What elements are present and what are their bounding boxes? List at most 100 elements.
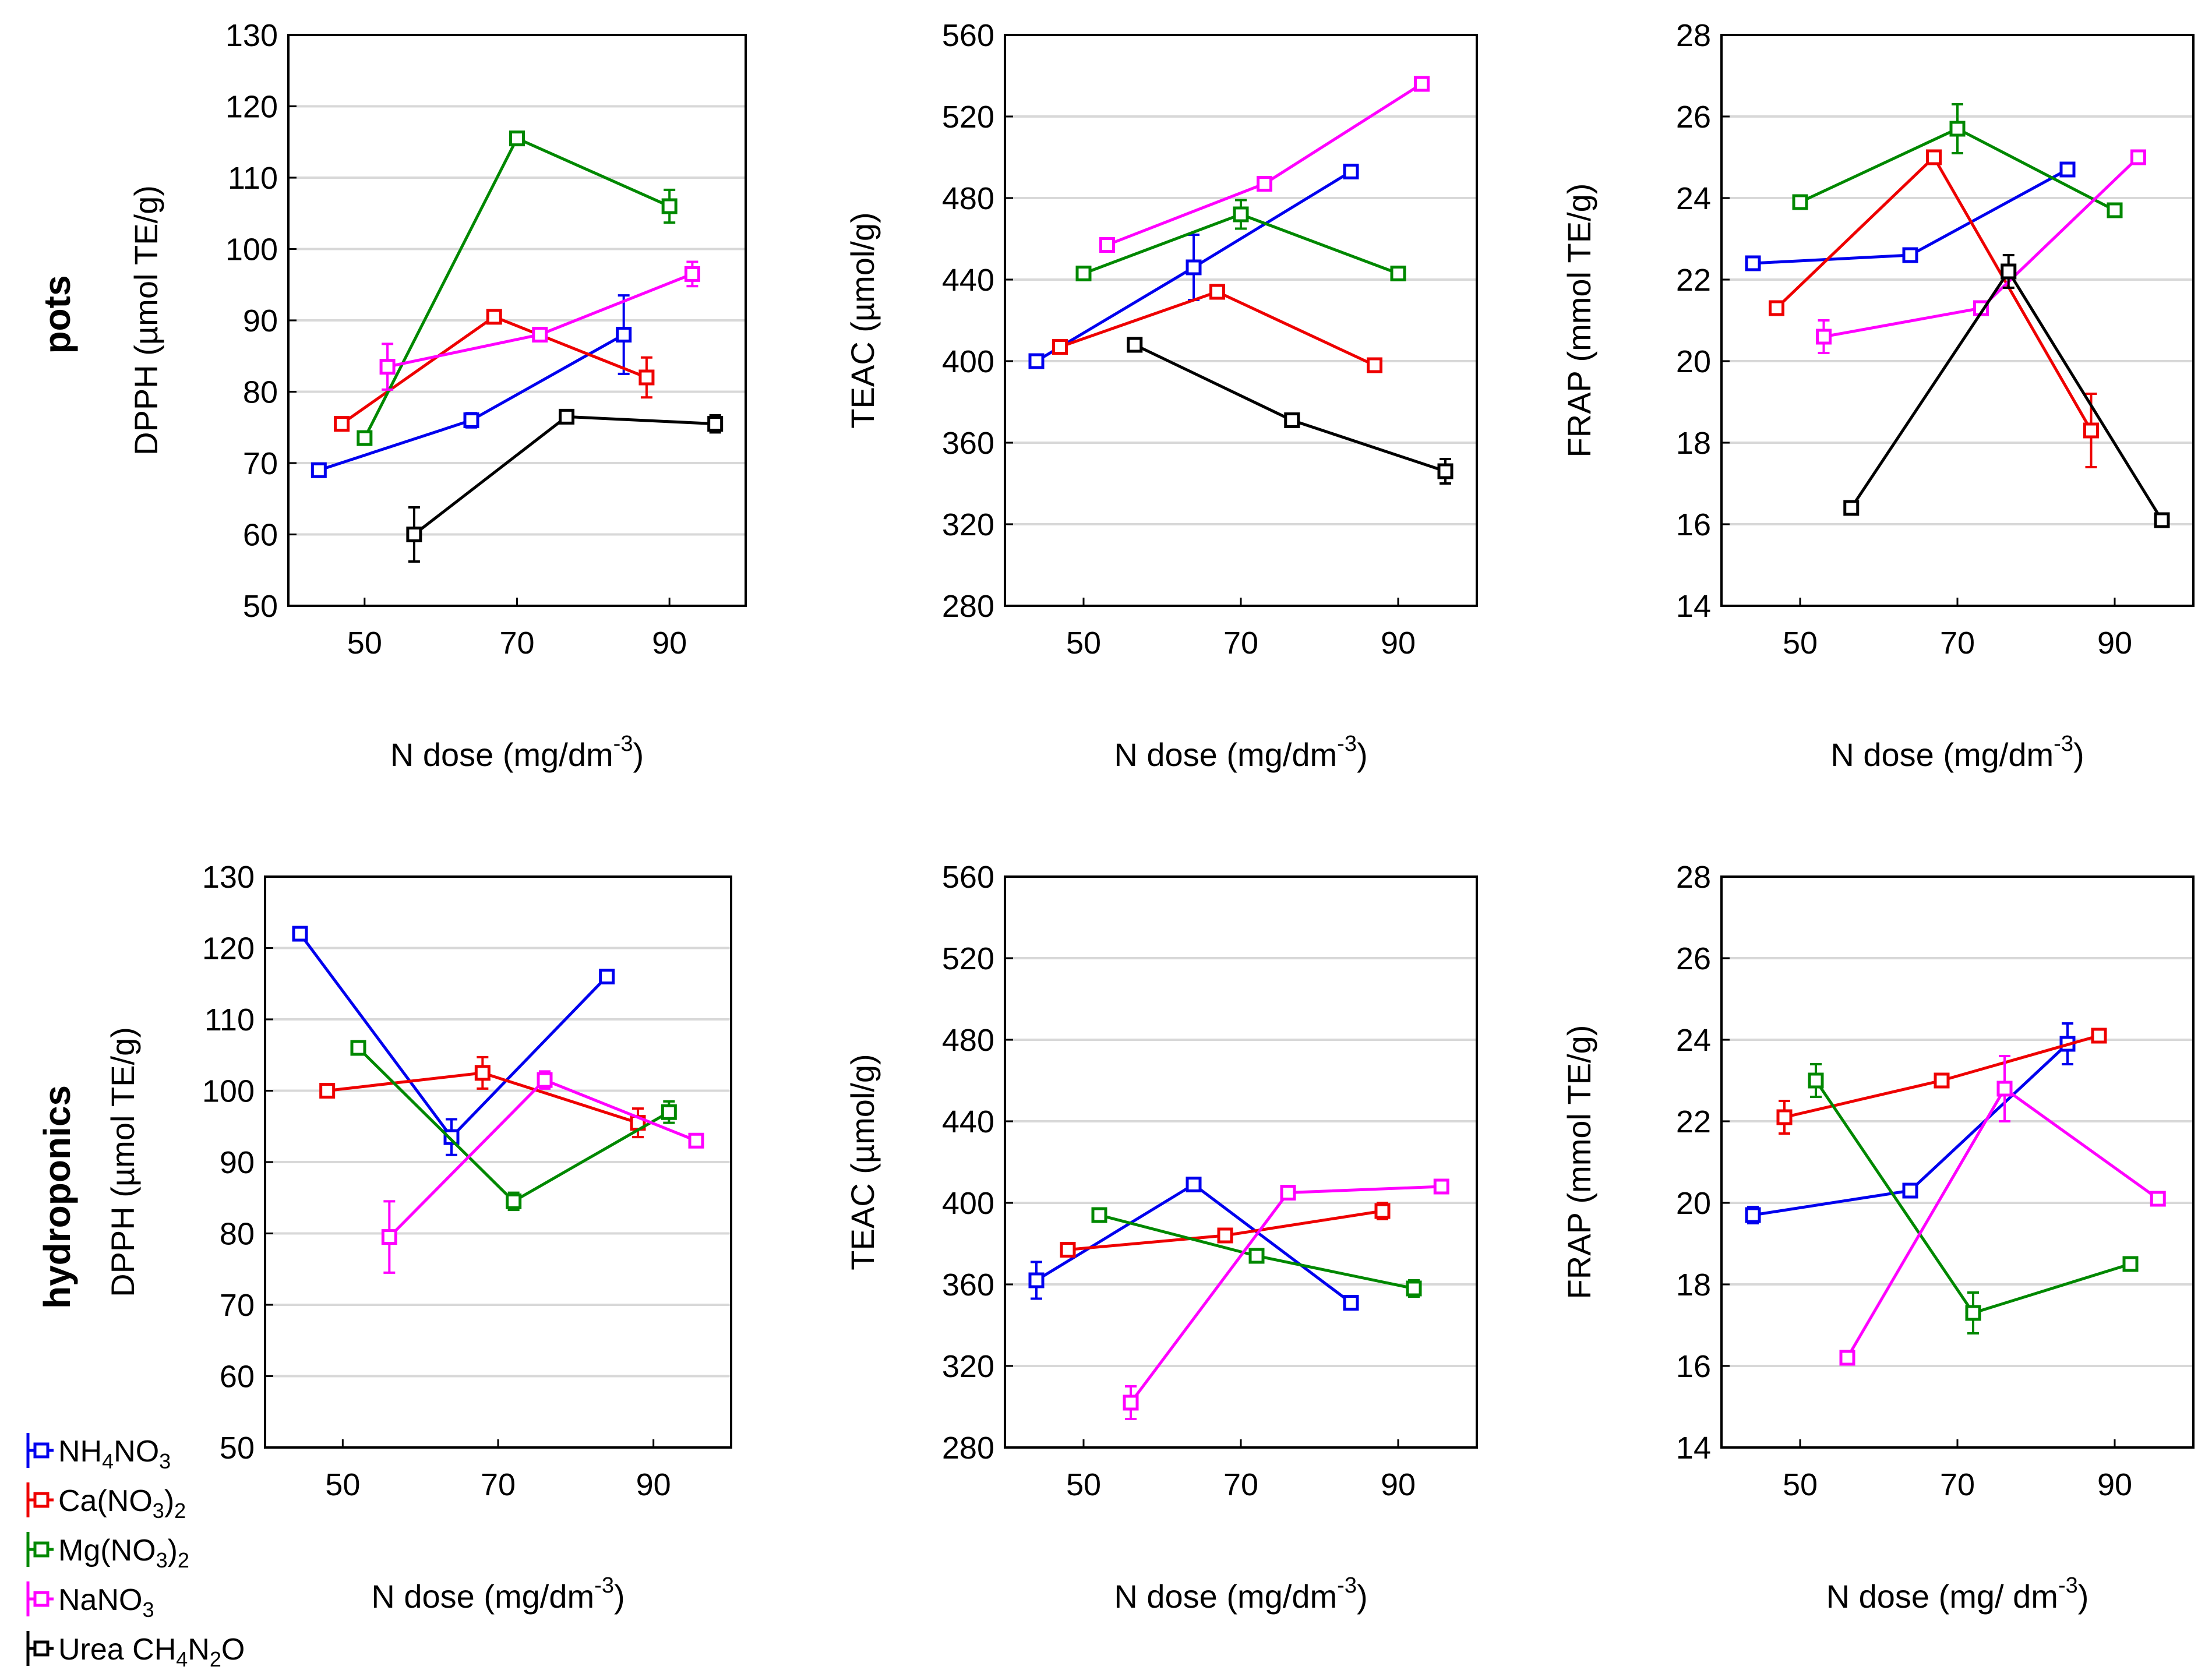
data-point [1075,266,1092,281]
data-point [311,462,327,478]
x-axis-label-superscript: -3 [594,1573,614,1598]
x-axis-label-superscript: -3 [2054,732,2073,756]
data-point [537,1072,553,1088]
y-tick-label: 100 [202,1074,255,1109]
y-tick-label: 60 [220,1360,255,1394]
legend-item-mg-no3-2: Mg(NO3)2 [26,1532,189,1572]
y-tick-label: 28 [1676,18,1711,53]
legend-item-nano3: NaNO3 [26,1581,154,1622]
plot-frame [287,34,747,607]
series-ca-no3-2 [334,309,655,432]
data-point [1123,1394,1139,1411]
series-nh4no3 [311,294,632,478]
series-mg-no3-2 [1075,199,1406,281]
data-point [1186,259,1202,276]
data-point [334,416,350,432]
data-point [1745,255,1761,271]
y-tick-label: 70 [220,1288,255,1323]
y-tick-label: 130 [225,18,278,53]
data-point [506,1193,522,1209]
series-ca-no3-2 [1052,284,1382,373]
x-axis-label-main: N dose (mg/dm [1114,1578,1337,1615]
data-point [443,1129,460,1145]
series-mg-no3-2 [350,1040,677,1212]
data-point [1028,1272,1045,1288]
series-urea-ch4n2o [406,408,724,563]
series-mg-no3-2 [1091,1207,1422,1298]
series-line [1129,1185,1442,1404]
data-point [1839,1350,1855,1366]
y-tick-label: 320 [942,507,994,542]
legend-label-part: 3 [159,1449,171,1473]
y-axis-label: DPPH (µmol TE/g) [104,1027,141,1297]
series-nano3 [1123,1178,1449,1420]
data-point [1769,300,1784,316]
y-tick-label: 480 [942,1023,994,1058]
series-mg-no3-2 [1792,103,2123,218]
panel-2: 14 16 18 20 22 24 26 28 50 70 90 FRAP (mmol TE/g) N … [1561,18,2195,773]
legend-label: NaNO3 [58,1583,154,1622]
y-axis-label: DPPH (µmol TE/g) [128,185,164,456]
data-point [1816,329,1832,345]
data-point [357,430,373,446]
x-tick-label: 70 [1223,1467,1258,1502]
panel-0: 50 60 70 80 90 100 110 120 130 50 70 90 DPPH (µmol T… [128,18,747,773]
x-axis-label-end: ) [1357,1578,1368,1615]
y-tick-label: 560 [942,860,994,895]
x-axis-label-superscript: -3 [2058,1573,2078,1598]
data-point [1843,500,1860,516]
x-axis-label-end: ) [1357,736,1368,773]
y-axis-label: FRAP (mmol TE/g) [1561,183,1597,458]
x-tick-label: 50 [325,1467,360,1502]
x-tick-label: 90 [652,626,687,661]
x-axis-label: N dose (mg/dm-3) [371,1573,625,1615]
x-tick-label: 50 [1783,626,1818,661]
data-point [559,408,575,425]
data-point [1776,1109,1793,1125]
plot-frame [1720,875,2195,1449]
series-line [388,1078,697,1238]
row-label-pots: pots [36,275,78,354]
data-point [509,130,525,147]
x-tick-label: 70 [499,626,534,661]
x-tick-label: 90 [1381,626,1416,661]
series-nh4no3 [1028,1177,1359,1311]
legend-label: Urea CH4N2O [58,1633,245,1670]
x-axis-label-main: N dose (mg/dm [1830,736,2054,773]
y-tick-label: 120 [202,931,255,966]
panel-5: 14 16 18 20 22 24 26 28 50 70 90 FRAP (mmol TE/g) N … [1561,860,2195,1615]
data-point [1996,1081,2013,1097]
x-tick-label: 90 [636,1467,671,1502]
data-point [1902,247,1918,263]
data-point [379,359,396,375]
x-axis-label-end: ) [614,1578,625,1615]
x-axis-label: N dose (mg/dm-3) [1114,1573,1367,1615]
data-point [1374,1203,1391,1219]
legend-label: NH4NO3 [58,1435,171,1473]
y-tick-label: 70 [243,446,278,481]
x-tick-label: 50 [1066,1467,1101,1502]
legend-label-part: Urea CH [58,1633,176,1667]
x-axis-label: N dose (mg/dm-3) [390,732,644,773]
x-tick-label: 70 [481,1467,516,1502]
y-tick-label: 440 [942,263,994,298]
data-point [638,369,655,386]
legend-label-part: NO [114,1435,159,1468]
data-point [1127,337,1143,353]
y-axis-label: TEAC (µmol/g) [844,212,881,428]
x-tick-label: 90 [2097,1467,2132,1502]
y-axis-label: FRAP (mmol TE/g) [1561,1025,1597,1300]
series-line [1846,1086,2159,1359]
x-axis-label: N dose (mg/dm-3) [1830,732,2084,773]
y-tick-label: 60 [243,518,278,553]
data-point [319,1083,336,1099]
series-line [1850,269,2164,521]
legend-label-part: 3 [153,1499,164,1523]
series-urea-ch4n2o [1843,254,2170,528]
y-tick-label: 520 [942,100,994,135]
data-point [2122,1256,2139,1272]
y-tick-label: 360 [942,1267,994,1302]
data-point [1186,1177,1202,1192]
x-axis-label-superscript: -3 [613,732,633,756]
x-tick-label: 70 [1940,626,1975,661]
